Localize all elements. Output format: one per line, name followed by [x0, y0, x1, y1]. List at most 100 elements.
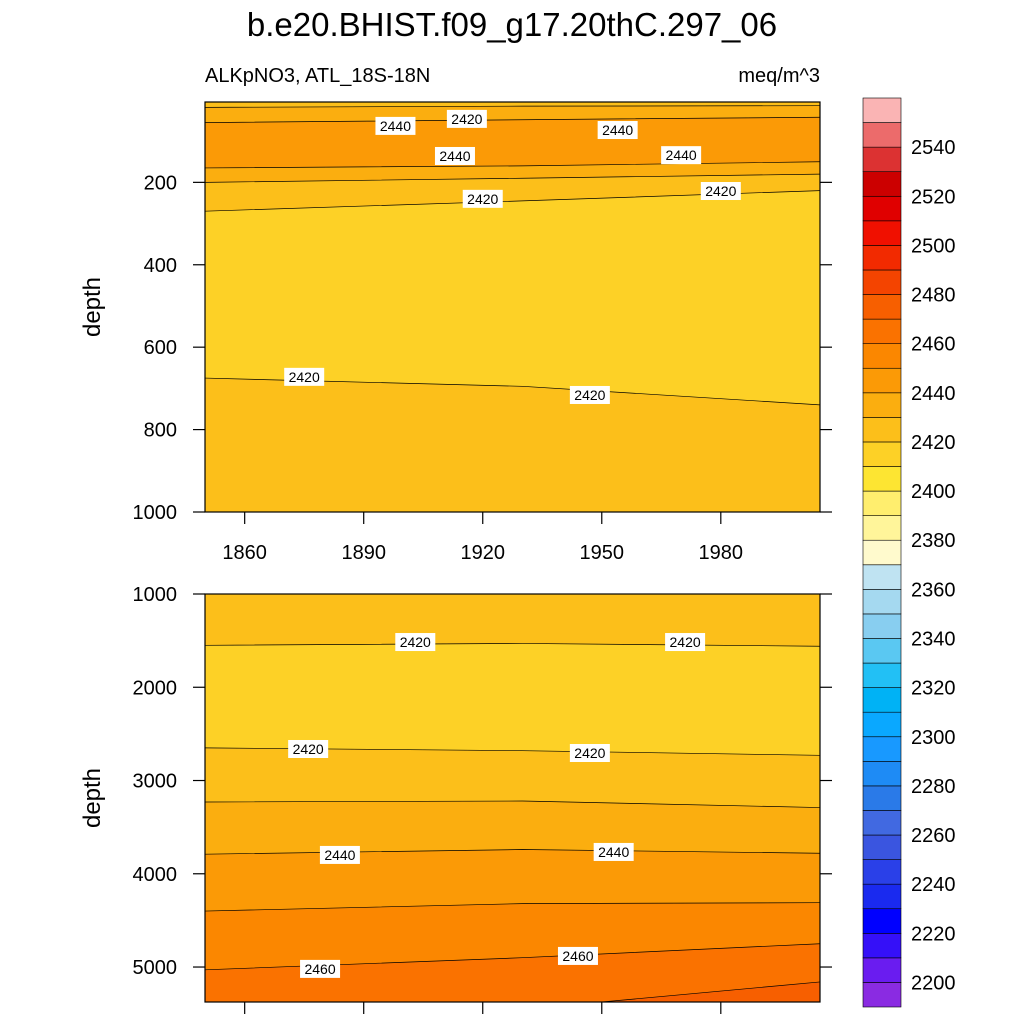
- contour-label: 2420: [574, 387, 605, 403]
- colorbar-box: [862, 883, 902, 910]
- y-tick-label: 800: [144, 420, 177, 442]
- contour-band: [205, 378, 820, 512]
- plot-frame: [204, 101, 821, 513]
- contour-line: [205, 116, 820, 123]
- colorbar-label: 2500: [911, 235, 956, 257]
- colorbar-box: [862, 294, 902, 320]
- contour-line: [601, 981, 820, 1002]
- colorbar-box: [862, 957, 902, 983]
- contour-label: 2460: [562, 948, 593, 964]
- contour-label-box: [284, 367, 325, 386]
- x-tick-label: 1950: [580, 542, 625, 564]
- colorbar-box: [862, 589, 902, 615]
- contour-label: 2420: [705, 183, 736, 199]
- colorbar-box: [862, 490, 902, 516]
- contour-line: [205, 849, 820, 855]
- colorbar-label: 2420: [911, 432, 956, 454]
- contour-label: 2440: [598, 844, 629, 860]
- y-axis-title: depth: [79, 277, 106, 337]
- colorbar-label: 2320: [911, 678, 956, 700]
- contour-label-box: [597, 121, 638, 140]
- contour-label: 2440: [380, 118, 411, 134]
- colorbar-box: [862, 613, 902, 639]
- contour-label: 2420: [451, 111, 482, 127]
- colorbar-box: [862, 171, 902, 197]
- contour-label-box: [375, 116, 416, 135]
- colorbar-box: [862, 417, 902, 443]
- colorbar-box: [862, 122, 902, 148]
- colorbar-box: [862, 515, 902, 541]
- colorbar-box: [862, 810, 902, 836]
- contour-label-box: [661, 146, 702, 165]
- colorbar-label: 2220: [911, 923, 956, 945]
- y-tick-label: 1000: [133, 502, 178, 524]
- contour-label: 2420: [293, 741, 324, 757]
- colorbar-box: [862, 859, 902, 885]
- colorbar-box: [862, 318, 902, 344]
- contour-line: [205, 161, 820, 169]
- chart-title: b.e20.BHIST.f09_g17.20thC.297_06: [247, 6, 777, 43]
- contour-label-box: [462, 189, 503, 208]
- colorbar-box: [862, 392, 902, 418]
- contour-line: [205, 105, 820, 108]
- contour-label-box: [446, 109, 487, 128]
- contour-label: 2460: [304, 961, 335, 977]
- contour-label-box: [569, 385, 610, 404]
- colorbar-box: [862, 761, 902, 787]
- contour-line: [205, 643, 820, 647]
- y-tick-label: 400: [144, 255, 177, 277]
- x-tick-label: 1890: [341, 542, 386, 564]
- contour-label-box: [593, 842, 634, 861]
- colorbar-label: 2400: [911, 481, 956, 503]
- plot-area: 2420 2420 2420 2420 2440 2440 2460 2460: [205, 594, 820, 1002]
- colorbar-box: [862, 687, 902, 713]
- contour-label-box: [288, 739, 329, 758]
- colorbar-label: 2300: [911, 727, 956, 749]
- colorbar-box: [862, 245, 902, 271]
- x-tick-label: 1920: [460, 542, 505, 564]
- colorbar-box: [862, 982, 902, 1008]
- colorbar-label: 2200: [911, 972, 956, 994]
- contour-label-box: [569, 744, 610, 763]
- contour-label-box: [319, 845, 360, 864]
- colorbar-label: 2360: [911, 579, 956, 601]
- plot-frame: [204, 593, 821, 1003]
- colorbar-box: [862, 711, 902, 738]
- colorbar-box: [862, 220, 902, 246]
- colorbar-label: 2440: [911, 383, 956, 405]
- colorbar-label: 2540: [911, 137, 956, 159]
- contour-label: 2440: [439, 148, 470, 164]
- y-tick-label: 600: [144, 337, 177, 359]
- y-tick-label: 3000: [133, 771, 178, 793]
- colorbar-label: 2280: [911, 776, 956, 798]
- colorbar-box: [862, 908, 902, 934]
- contour-label: 2440: [324, 847, 355, 863]
- contour-label-box: [300, 959, 341, 978]
- contour-label-box: [665, 633, 706, 652]
- contour-line: [205, 800, 820, 808]
- y-axis-title: depth: [79, 768, 106, 828]
- contour-label: 2420: [400, 634, 431, 650]
- colorbar-label: 2380: [911, 530, 956, 552]
- y-tick-label: 1000: [133, 584, 178, 606]
- y-tick-label: 200: [144, 172, 177, 194]
- colorbar-label: 2480: [911, 285, 956, 307]
- contour-label: 2420: [574, 745, 605, 761]
- colorbar-label: 2520: [911, 186, 956, 208]
- subtitle-left: ALKpNO3, ATL_18S-18N: [205, 65, 430, 87]
- colorbar-box: [862, 736, 902, 762]
- colorbar-label: 2340: [911, 628, 956, 650]
- colorbar-box: [862, 834, 902, 860]
- colorbar-box: [862, 662, 902, 688]
- colorbar-box: [862, 441, 902, 467]
- contour-label-box: [395, 633, 436, 652]
- y-tick-label: 5000: [133, 957, 178, 979]
- colorbar-box: [862, 932, 902, 959]
- colorbar-box: [862, 539, 902, 566]
- contour-line: [205, 902, 820, 912]
- plot-area: 2420 2440 2440 2440 2440 2420 2420 2420 2420: [205, 102, 820, 512]
- colorbar-box: [862, 466, 902, 492]
- subtitle-right: meq/m^3: [738, 65, 820, 87]
- colorbar-box: [862, 195, 902, 222]
